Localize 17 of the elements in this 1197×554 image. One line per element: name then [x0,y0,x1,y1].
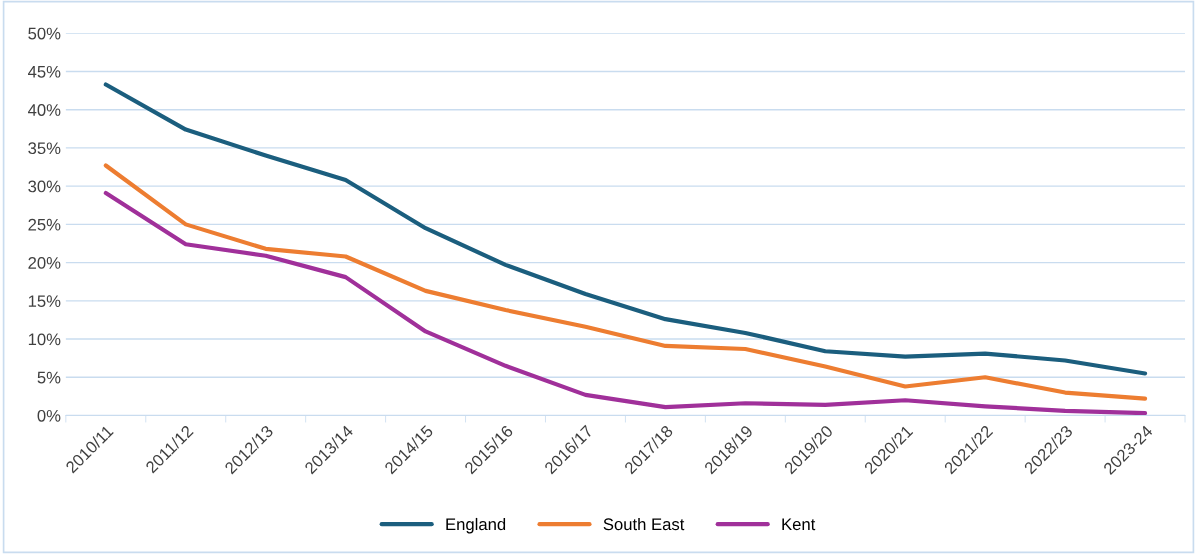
legend-label: Kent [782,518,816,531]
y-tick-label: 45% [28,65,61,78]
y-tick-label: 30% [28,180,61,193]
y-tick-label: 20% [28,257,61,269]
y-tick-label: 15% [28,295,61,308]
line-series [103,163,1148,401]
y-tick-label: 0% [37,409,61,422]
legend-label: England [446,517,506,534]
y-tick-label: 5% [37,371,61,384]
legend-label: South East [603,517,685,531]
y-tick-label: 25% [28,218,61,231]
y-tick-label: 40% [28,104,61,116]
y-tick-label: 10% [28,333,61,346]
y-tick-label: 50% [28,27,61,40]
line-series [103,82,1148,376]
line-series [103,190,1148,416]
y-tick-label: 35% [28,142,61,155]
